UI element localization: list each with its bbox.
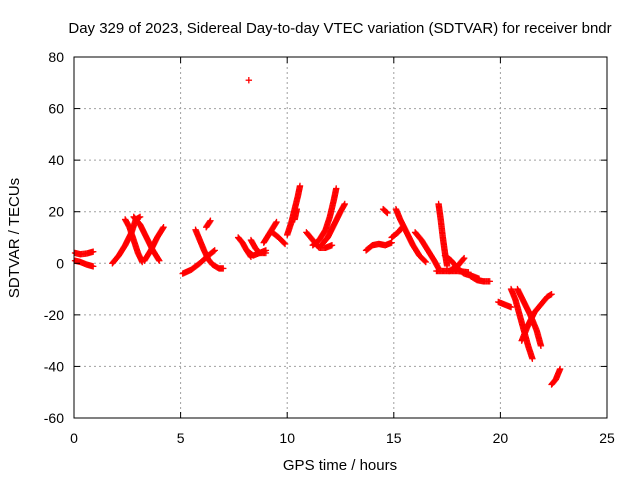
data-points xyxy=(71,77,564,388)
x-tick-label: 20 xyxy=(493,430,509,446)
y-tick-label: 80 xyxy=(48,49,64,65)
data-point xyxy=(383,209,390,216)
data-point xyxy=(281,240,289,248)
data-point xyxy=(421,257,429,265)
data-point xyxy=(548,291,555,298)
data-point xyxy=(398,224,405,232)
data-point xyxy=(529,355,536,362)
data-point xyxy=(89,263,97,270)
data-point xyxy=(460,255,467,263)
data-point xyxy=(280,239,288,247)
y-tick-label: 20 xyxy=(48,204,64,220)
data-point xyxy=(537,342,545,349)
data-point xyxy=(206,218,213,226)
y-tick-label: 0 xyxy=(56,255,64,271)
data-point xyxy=(245,77,253,84)
data-point xyxy=(556,365,564,373)
x-tick-label: 15 xyxy=(386,430,402,446)
data-point xyxy=(220,265,227,272)
data-point xyxy=(210,247,217,255)
data-point xyxy=(460,254,468,262)
data-point xyxy=(293,205,300,213)
data-point xyxy=(296,182,304,190)
data-point xyxy=(399,223,406,231)
data-point xyxy=(207,217,214,224)
data-point xyxy=(211,247,218,254)
y-tick-label: -20 xyxy=(44,307,64,323)
x-tick-label: 5 xyxy=(177,430,185,446)
y-tick-label: 40 xyxy=(48,152,64,168)
data-point xyxy=(486,278,493,285)
data-point xyxy=(89,248,97,255)
data-point xyxy=(507,303,515,311)
data-point xyxy=(160,223,167,231)
data-point xyxy=(341,200,348,208)
y-tick-label: 60 xyxy=(48,101,64,117)
y-tick-label: -60 xyxy=(44,410,64,426)
plot-frame xyxy=(73,56,608,419)
x-tick-label: 25 xyxy=(599,430,615,446)
data-point xyxy=(333,185,340,192)
y-axis-label: SDTVAR / TECUs xyxy=(6,178,23,298)
y-tick-label: -40 xyxy=(44,358,64,374)
x-axis-label: GPS time / hours xyxy=(283,457,397,474)
axis-ticks: 0 5 10 15 20 25 -60 -40 -20 0 20 40 60 80 xyxy=(44,49,615,446)
data-point xyxy=(136,213,144,221)
x-tick-label: 10 xyxy=(279,430,295,446)
data-point xyxy=(262,247,270,254)
chart-title: Day 329 of 2023, Sidereal Day-to-day VTE… xyxy=(68,20,611,37)
data-point xyxy=(273,218,280,226)
data-point xyxy=(384,209,391,217)
data-point xyxy=(156,257,163,264)
x-tick-label: 0 xyxy=(70,430,78,446)
data-point xyxy=(328,242,336,249)
data-point xyxy=(422,258,429,266)
